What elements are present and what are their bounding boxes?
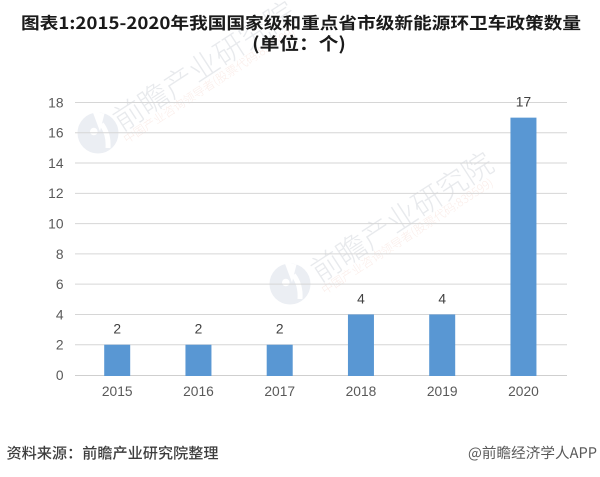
svg-text:16: 16	[48, 126, 64, 141]
svg-text:2015: 2015	[102, 384, 133, 399]
svg-text:2: 2	[195, 322, 203, 337]
svg-text:4: 4	[438, 291, 446, 306]
svg-text:14: 14	[48, 156, 64, 171]
svg-text:2: 2	[276, 322, 284, 337]
svg-text:4: 4	[56, 307, 64, 322]
svg-text:8: 8	[56, 247, 64, 262]
svg-text:2018: 2018	[346, 384, 377, 399]
svg-text:0: 0	[56, 368, 64, 383]
svg-text:2019: 2019	[427, 384, 458, 399]
svg-text:2: 2	[56, 338, 64, 353]
svg-text:17: 17	[516, 95, 531, 110]
svg-text:18: 18	[48, 95, 64, 110]
svg-text:2: 2	[113, 322, 121, 337]
svg-text:6: 6	[56, 277, 64, 292]
svg-text:4: 4	[357, 291, 365, 306]
svg-text:12: 12	[48, 186, 63, 201]
svg-text:10: 10	[48, 217, 64, 232]
svg-text:2020: 2020	[508, 384, 539, 399]
svg-text:2017: 2017	[264, 384, 295, 399]
svg-text:2016: 2016	[183, 384, 214, 399]
